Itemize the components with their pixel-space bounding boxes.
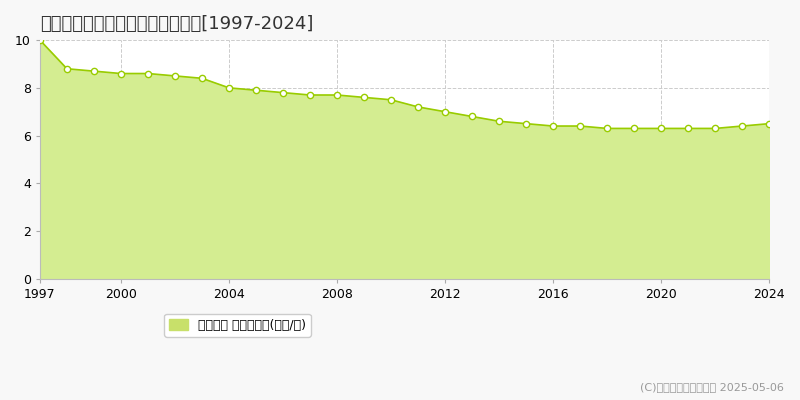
Text: (C)土地価格ドットコム 2025-05-06: (C)土地価格ドットコム 2025-05-06 [640, 382, 784, 392]
Legend: 基準地価 平均坪単価(万円/坪): 基準地価 平均坪単価(万円/坪) [164, 314, 310, 337]
Text: 鞍手郡鞍手町中山　基準地価推移[1997-2024]: 鞍手郡鞍手町中山 基準地価推移[1997-2024] [40, 15, 314, 33]
